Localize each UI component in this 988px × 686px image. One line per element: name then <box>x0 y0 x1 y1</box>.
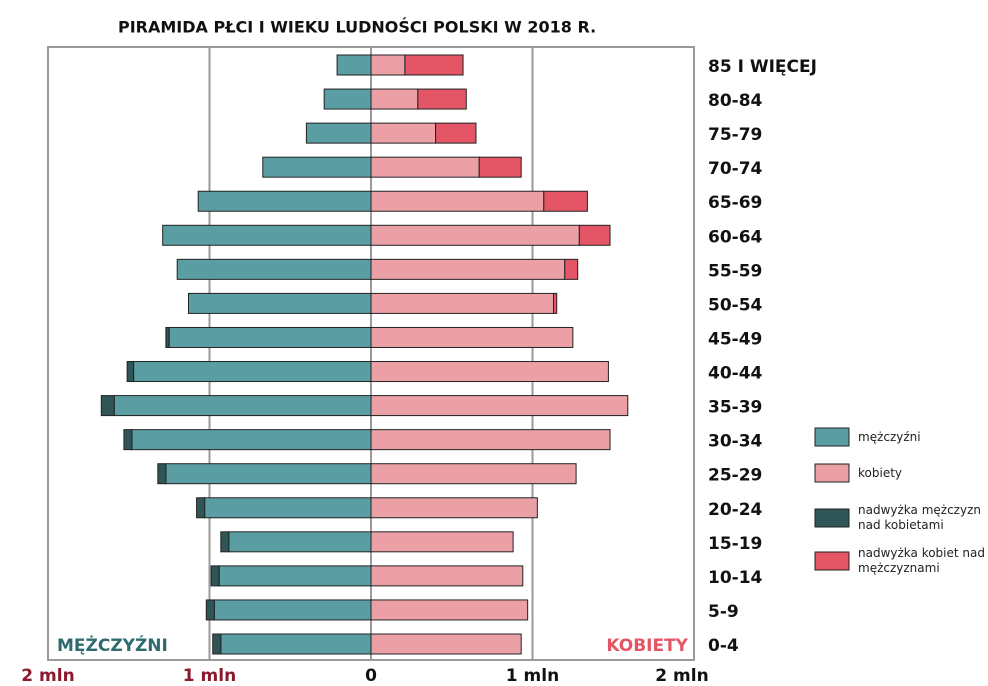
bar <box>165 326 170 348</box>
annotation: MĘŻCZYŹNI <box>57 634 168 656</box>
bar <box>370 54 406 76</box>
bar <box>220 531 230 553</box>
bar <box>370 395 629 417</box>
bar <box>370 88 419 110</box>
bar <box>370 224 580 246</box>
y-tick-label: 30-34 <box>708 432 763 452</box>
bar <box>196 497 206 519</box>
bar <box>370 122 437 144</box>
legend-label: nadwyżka mężczyzn nad kobietami <box>858 503 981 532</box>
bar <box>165 463 372 485</box>
bar <box>370 326 574 348</box>
y-tick-label: 65-69 <box>708 193 762 213</box>
x-tick-label: 2 mln <box>655 666 708 686</box>
y-tick-label: 40-44 <box>708 364 763 384</box>
bar <box>210 565 220 587</box>
bar <box>205 599 215 621</box>
y-tick-label: 35-39 <box>708 398 762 418</box>
bar <box>370 633 522 655</box>
bar <box>220 633 372 655</box>
bar <box>197 190 372 212</box>
y-tick-label: 15-19 <box>708 534 762 554</box>
bar <box>204 497 372 519</box>
bar <box>417 88 467 110</box>
y-tick-label: 45-49 <box>708 329 762 349</box>
bar <box>370 292 554 314</box>
bar <box>370 497 538 519</box>
y-tick-label: 80-84 <box>708 91 763 111</box>
bar <box>370 429 611 451</box>
bar <box>213 599 372 621</box>
bar <box>404 54 464 76</box>
y-tick-label: 50-54 <box>708 295 763 315</box>
x-tick-label: 2 mln <box>21 666 74 686</box>
y-tick-label: 75-79 <box>708 125 762 145</box>
bar <box>262 156 372 178</box>
bar <box>578 224 611 246</box>
bar <box>212 633 222 655</box>
bar <box>113 395 372 417</box>
bar <box>564 258 579 280</box>
bar <box>176 258 372 280</box>
legend-swatch <box>814 463 850 483</box>
legend-label: nadwyżka kobiet nad mężczyznami <box>858 546 985 575</box>
y-tick-label: 20-24 <box>708 500 763 520</box>
bar <box>370 531 514 553</box>
bar <box>100 395 115 417</box>
bar <box>370 258 566 280</box>
chart-title: PIRAMIDA PŁCI I WIEKU LUDNOŚCI POLSKI W … <box>118 18 596 37</box>
bar <box>218 565 372 587</box>
bar <box>228 531 372 553</box>
x-tick-label: 0 <box>365 666 377 686</box>
y-tick-label: 70-74 <box>708 159 763 179</box>
y-tick-label: 5-9 <box>708 602 739 622</box>
bar <box>305 122 372 144</box>
bars <box>100 54 629 655</box>
bar <box>370 190 545 212</box>
legend-label: kobiety <box>858 465 903 480</box>
plot-frame <box>47 46 695 661</box>
bar <box>370 463 577 485</box>
bar <box>123 429 133 451</box>
bar <box>552 292 558 314</box>
bar <box>133 361 372 383</box>
y-tick-label: 10-14 <box>708 568 763 588</box>
y-tick-label: 25-29 <box>708 466 762 486</box>
x-tick-label: 1 mln <box>506 666 559 686</box>
legend-swatch <box>814 427 850 447</box>
bar <box>370 565 524 587</box>
x-tick-label: 1 mln <box>183 666 236 686</box>
y-tick-label: 60-64 <box>708 227 763 247</box>
bar <box>126 361 135 383</box>
bar <box>131 429 372 451</box>
bar <box>435 122 477 144</box>
bar <box>162 224 372 246</box>
y-tick-label: 0-4 <box>708 636 739 656</box>
bar <box>188 292 372 314</box>
bar <box>336 54 372 76</box>
legend-label: mężczyźni <box>858 429 921 444</box>
bar <box>370 156 480 178</box>
legend-swatch <box>814 508 850 528</box>
bar <box>157 463 167 485</box>
bar <box>543 190 588 212</box>
bar <box>370 599 529 621</box>
bar <box>323 88 372 110</box>
bar <box>168 326 372 348</box>
annotation: KOBIETY <box>606 636 688 656</box>
bar <box>370 361 609 383</box>
legend-swatch <box>814 551 850 571</box>
y-tick-label: 85 I WIĘCEJ <box>708 57 817 77</box>
y-tick-label: 55-59 <box>708 261 762 281</box>
bar <box>478 156 522 178</box>
